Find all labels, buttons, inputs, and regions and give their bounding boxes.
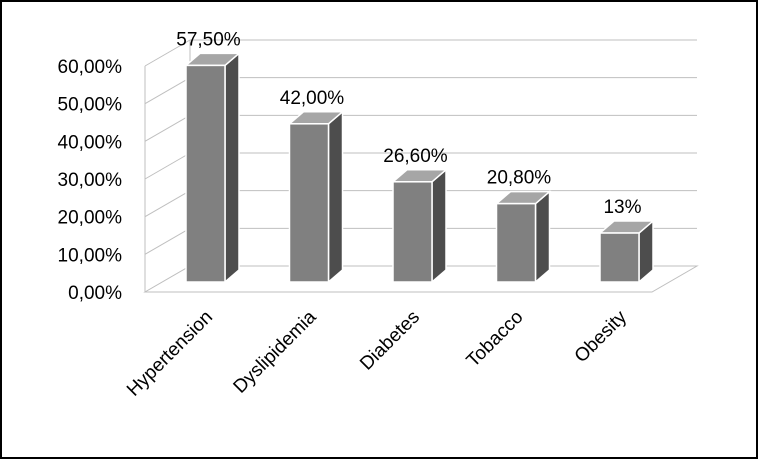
side-gridline — [144, 152, 191, 180]
category-label: Tobacco — [463, 307, 528, 372]
data-label: 13% — [603, 197, 641, 218]
side-gridline — [144, 39, 191, 67]
bar-side — [534, 190, 551, 284]
bar-dyslipidemia — [287, 110, 345, 284]
side-gridline — [144, 190, 191, 218]
side-gridline — [144, 77, 191, 105]
bar-diabetes — [390, 168, 449, 284]
y-tick-label: 40,00% — [58, 132, 123, 153]
y-tick-label: 60,00% — [58, 57, 123, 78]
bar-obesity — [597, 219, 656, 284]
category-label: Dyslipidemia — [230, 306, 321, 397]
y-tick-label: 20,00% — [58, 208, 123, 229]
bar-side — [327, 110, 344, 284]
data-label: 42,00% — [280, 88, 345, 109]
data-label: 20,80% — [487, 168, 552, 189]
side-gridline — [144, 227, 191, 255]
y-tick-label: 0,00% — [68, 283, 122, 304]
bar-hypertension — [183, 51, 242, 284]
bar-side — [224, 51, 240, 284]
bar-front — [288, 123, 330, 283]
data-label: 26,60% — [383, 146, 448, 167]
bar-front — [185, 64, 226, 283]
category-label: Hypertension — [123, 307, 217, 401]
category-label: Diabetes — [356, 307, 424, 375]
bar-front — [392, 181, 433, 283]
side-gridline — [144, 114, 191, 142]
y-tick-label: 50,00% — [58, 95, 123, 116]
y-tick-label: 10,00% — [58, 245, 123, 266]
data-label: 57,50% — [176, 29, 241, 50]
bar-front — [495, 202, 537, 283]
bar-side — [431, 168, 447, 284]
bar-front — [599, 232, 640, 283]
bar-tobacco — [494, 190, 552, 284]
y-tick-label: 30,00% — [58, 170, 123, 191]
category-label: Obesity — [571, 306, 632, 367]
